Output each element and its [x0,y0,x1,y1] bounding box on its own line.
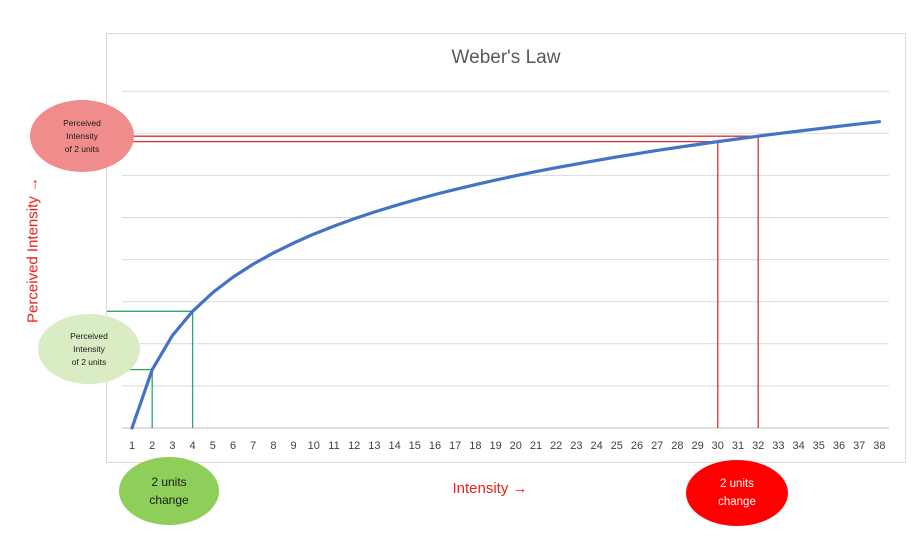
x-tick-label: 23 [570,440,582,452]
bubble-line: Perceived [70,330,108,341]
x-tick-label: 20 [510,440,522,452]
x-tick-label: 15 [409,440,421,452]
x-tick-label: 12 [348,440,360,452]
bubble-line: of 2 units [64,143,100,154]
bubble-line: 2 units [151,475,187,489]
x-tick-label: 17 [449,440,461,452]
x-tick-label: 1 [129,440,135,452]
x-tick-label: 35 [813,440,825,452]
x-tick-label: 13 [368,440,380,452]
x-tick-label: 38 [873,440,885,452]
units-change-bubble-green: 2 units change [119,457,219,525]
x-tick-label: 14 [388,440,400,452]
x-tick-label: 16 [429,440,441,452]
bubble-line: 2 units [720,478,754,490]
x-tick-label: 9 [291,440,297,452]
chart-title: Weber's Law [451,47,561,68]
x-tick-label: 28 [671,440,683,452]
bubble-line: of 2 units [71,356,107,367]
bubble-line: Perceived [63,117,101,128]
series-line [130,120,882,430]
x-tick-label: 37 [853,440,865,452]
x-tick-label: 33 [772,440,784,452]
x-tick-label: 31 [732,440,744,452]
x-tick-label: 10 [308,440,320,452]
x-tick-label: 32 [752,440,764,452]
x-tick-label: 11 [328,440,339,452]
x-tick-label: 19 [489,440,501,452]
units-change-bubble-red: 2 units change [686,460,788,526]
x-tick-label: 8 [270,440,276,452]
x-tick-label: 26 [631,440,643,452]
x-tick-label: 24 [590,440,602,452]
perceived-intensity-bubble-top: Perceived Intensity of 2 units [30,100,134,172]
x-tick-label: 2 [149,440,155,452]
chart-frame [106,33,906,463]
perceived-intensity-bubble-middle: Perceived Intensity of 2 units [38,314,140,384]
bubble-line: Intensity [73,343,105,354]
x-tick-label: 7 [250,440,256,452]
x-tick-label: 29 [691,440,703,452]
x-tick-label: 6 [230,440,236,452]
x-tick-label: 4 [190,440,196,452]
bubble-line: change [149,493,189,507]
x-tick-label: 27 [651,440,663,452]
bubble-line: change [718,496,756,508]
x-tick-label: 21 [530,440,542,452]
bubble-line: Intensity [66,130,98,141]
x-tick-label: 25 [611,440,623,452]
x-axis-label: Intensity → [452,480,528,497]
x-tick-label: 18 [469,440,481,452]
x-tick-label: 34 [792,440,804,452]
x-tick-label: 5 [210,440,216,452]
x-tick-label: 36 [833,440,845,452]
x-tick-label: 3 [169,440,175,452]
x-tick-label: 30 [712,440,724,452]
x-tick-label: 22 [550,440,562,452]
